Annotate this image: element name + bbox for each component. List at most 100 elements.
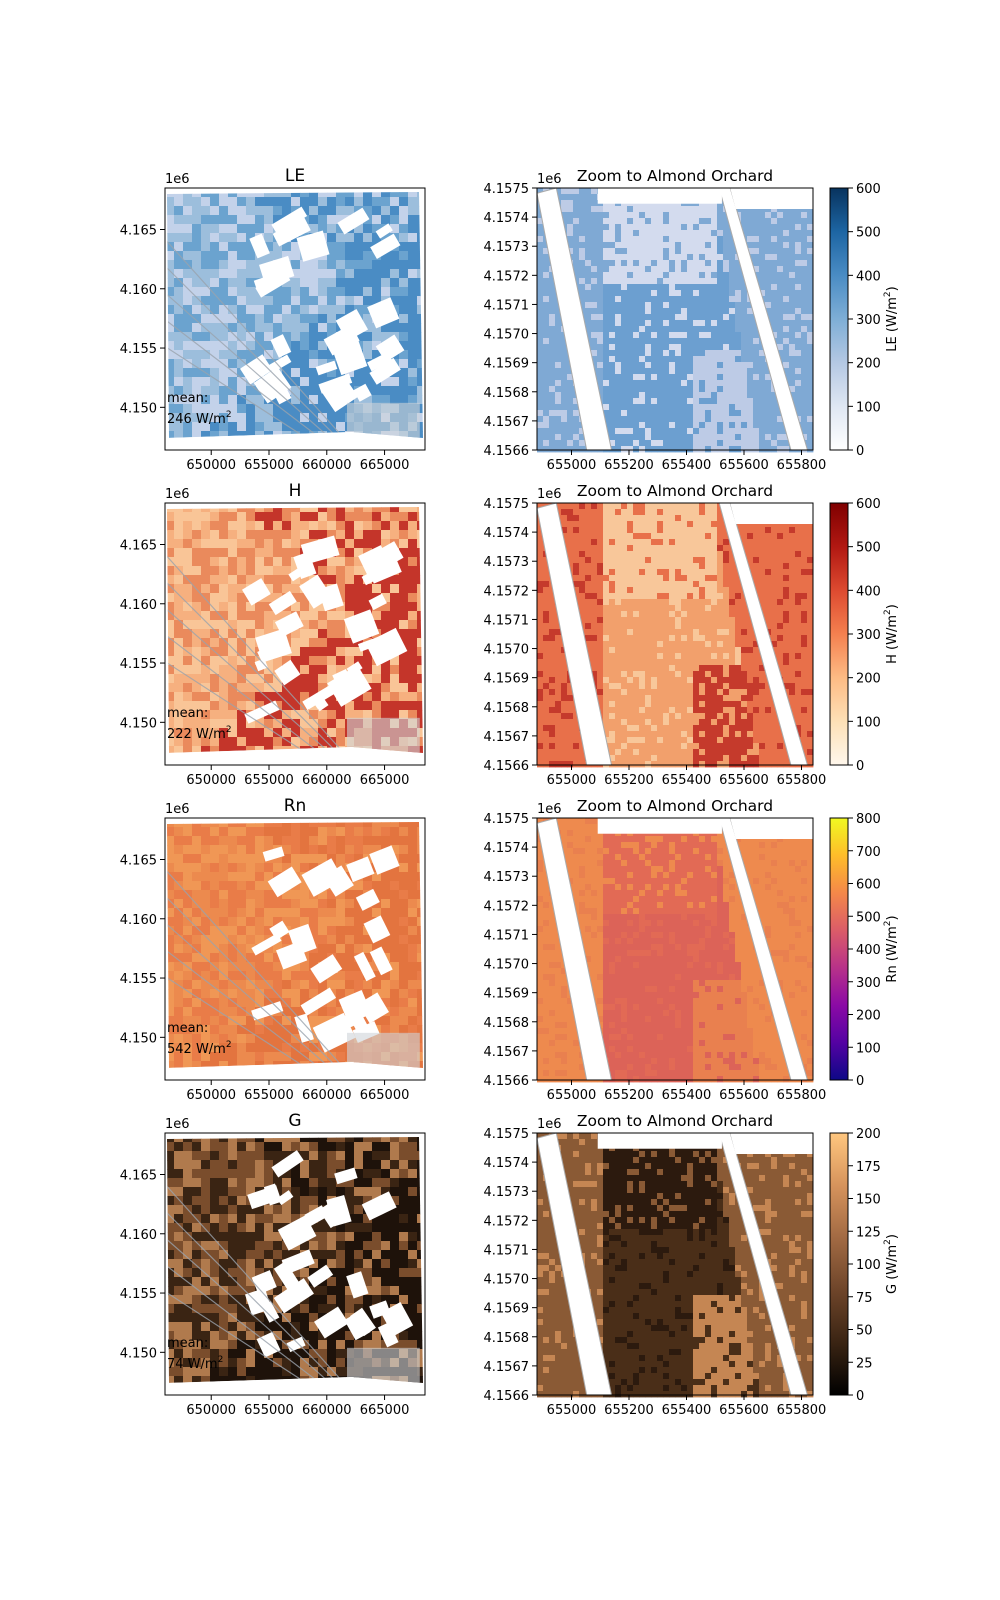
panel-title: LE [285, 166, 305, 186]
x-tick-label: 665000 [360, 1088, 410, 1103]
y-tick-label: 4.1567 [484, 1045, 530, 1060]
colorbar-tick-label: 500 [856, 541, 881, 556]
masked-field [332, 340, 368, 376]
masked-field [344, 1311, 371, 1341]
road-line [167, 227, 361, 438]
y-tick-label: 4.1573 [484, 240, 530, 255]
road-line [167, 1256, 361, 1383]
x-tick-label: 655000 [244, 1403, 294, 1418]
x-tick-label: 660000 [302, 458, 352, 473]
x-tick-label: 655800 [777, 773, 827, 788]
road-line [167, 542, 361, 753]
y-tick-label: 4.165 [120, 538, 157, 553]
y-tick-label: 4.160 [120, 1228, 157, 1243]
road-line [167, 339, 361, 438]
zoom-image [537, 818, 814, 1083]
colorbar-tick-label: 0 [856, 759, 864, 774]
colorbar [829, 817, 849, 1081]
y-tick-label: 4.1571 [484, 298, 530, 313]
x-tick-label: 655000 [547, 1403, 597, 1418]
map-image [167, 1137, 423, 1383]
x-tick-label: 655000 [547, 458, 597, 473]
masked-field [253, 271, 283, 289]
y-tick-label: 4.1572 [484, 584, 530, 599]
masked-field [353, 951, 376, 982]
x-tick-label: 665000 [360, 1403, 410, 1418]
panel-title: H [289, 481, 302, 501]
x-tick-label: 655400 [662, 1088, 712, 1103]
y-tick-label: 4.1569 [484, 987, 530, 1002]
x-tick-label: 655800 [777, 458, 827, 473]
colorbar-tick-label: 0 [856, 444, 864, 459]
y-tick-label: 4.1569 [484, 357, 530, 372]
road-line [167, 969, 361, 1068]
panel-zoom-rn: 655000 655200 655400 655600 655800 4.1575 4.15… [484, 797, 901, 1103]
y-tick-label: 4.155 [120, 972, 157, 987]
axis-offset-label: 1e6 [537, 1117, 562, 1132]
masked-field [294, 1013, 314, 1043]
axes-frame [164, 502, 426, 766]
colorbar-tick-label: 600 [856, 497, 881, 512]
masked-field [367, 297, 400, 329]
colorbar-tick-label: 200 [856, 1127, 881, 1142]
colorbar-tick-label: 500 [856, 910, 881, 925]
colorbar-label-text: Rn (W/m [885, 926, 900, 982]
colorbar-label: LE (W/m2) [883, 286, 900, 351]
mean-value-text: 222 W/m [167, 727, 226, 742]
masked-field [337, 207, 370, 235]
mean-value: 246 W/m2 [167, 410, 232, 427]
x-tick-label: 655600 [719, 1088, 769, 1103]
colorbar-label-superscript: 2 [883, 609, 893, 615]
map-image [167, 507, 423, 753]
masked-field [262, 846, 285, 862]
road-line [167, 255, 361, 438]
colorbar-label-text: LE (W/m [885, 297, 900, 352]
masked-field [307, 1264, 334, 1288]
axis-offset-label: 1e6 [165, 1117, 190, 1132]
masked-field [367, 351, 393, 372]
masked-field [343, 609, 380, 644]
colorbar-tick-label: 600 [856, 182, 881, 197]
x-tick-label: 655800 [777, 1088, 827, 1103]
colorbar-tick-label: 300 [856, 628, 881, 643]
mean-value: 542 W/m2 [167, 1040, 232, 1057]
masked-field [312, 1012, 356, 1053]
masked-field [327, 665, 372, 707]
x-tick-label: 650000 [186, 1088, 236, 1103]
masked-field [322, 865, 354, 897]
masked-field [370, 233, 401, 259]
masked-field [353, 383, 372, 402]
axis-offset-label: 1e6 [537, 802, 562, 817]
masked-field [268, 354, 292, 373]
map-image [167, 192, 423, 438]
axes-frame [536, 1132, 814, 1396]
colorbar-tick-label: 300 [856, 313, 881, 328]
x-tick-label: 655000 [547, 1088, 597, 1103]
masked-field [338, 989, 372, 1024]
mean-value: 222 W/m2 [167, 725, 232, 742]
colorbar [829, 502, 849, 766]
y-tick-label: 4.1575 [484, 1127, 530, 1142]
axes-frame [164, 187, 426, 451]
y-tick-label: 4.1572 [484, 269, 530, 284]
masked-field [377, 1322, 399, 1348]
y-tick-label: 4.150 [120, 401, 157, 416]
masked-field [361, 1191, 397, 1221]
masked-field [322, 377, 359, 413]
masked-field [272, 217, 311, 247]
road-line [167, 311, 361, 438]
colorbar-label-close: ) [885, 915, 900, 920]
y-tick-label: 4.1575 [484, 812, 530, 827]
axis-offset-label: 1e6 [165, 172, 190, 187]
colorbar-tick-label: 600 [856, 878, 881, 893]
y-tick-label: 4.1567 [484, 1360, 530, 1375]
y-tick-label: 4.165 [120, 223, 157, 238]
axis-offset-label: 1e6 [165, 802, 190, 817]
colorbar [829, 1132, 849, 1396]
masked-field [239, 354, 273, 385]
y-tick-label: 4.1573 [484, 1185, 530, 1200]
road-line [167, 626, 361, 753]
urban-area [347, 402, 420, 438]
x-tick-label: 655600 [719, 773, 769, 788]
masked-field [369, 357, 401, 385]
